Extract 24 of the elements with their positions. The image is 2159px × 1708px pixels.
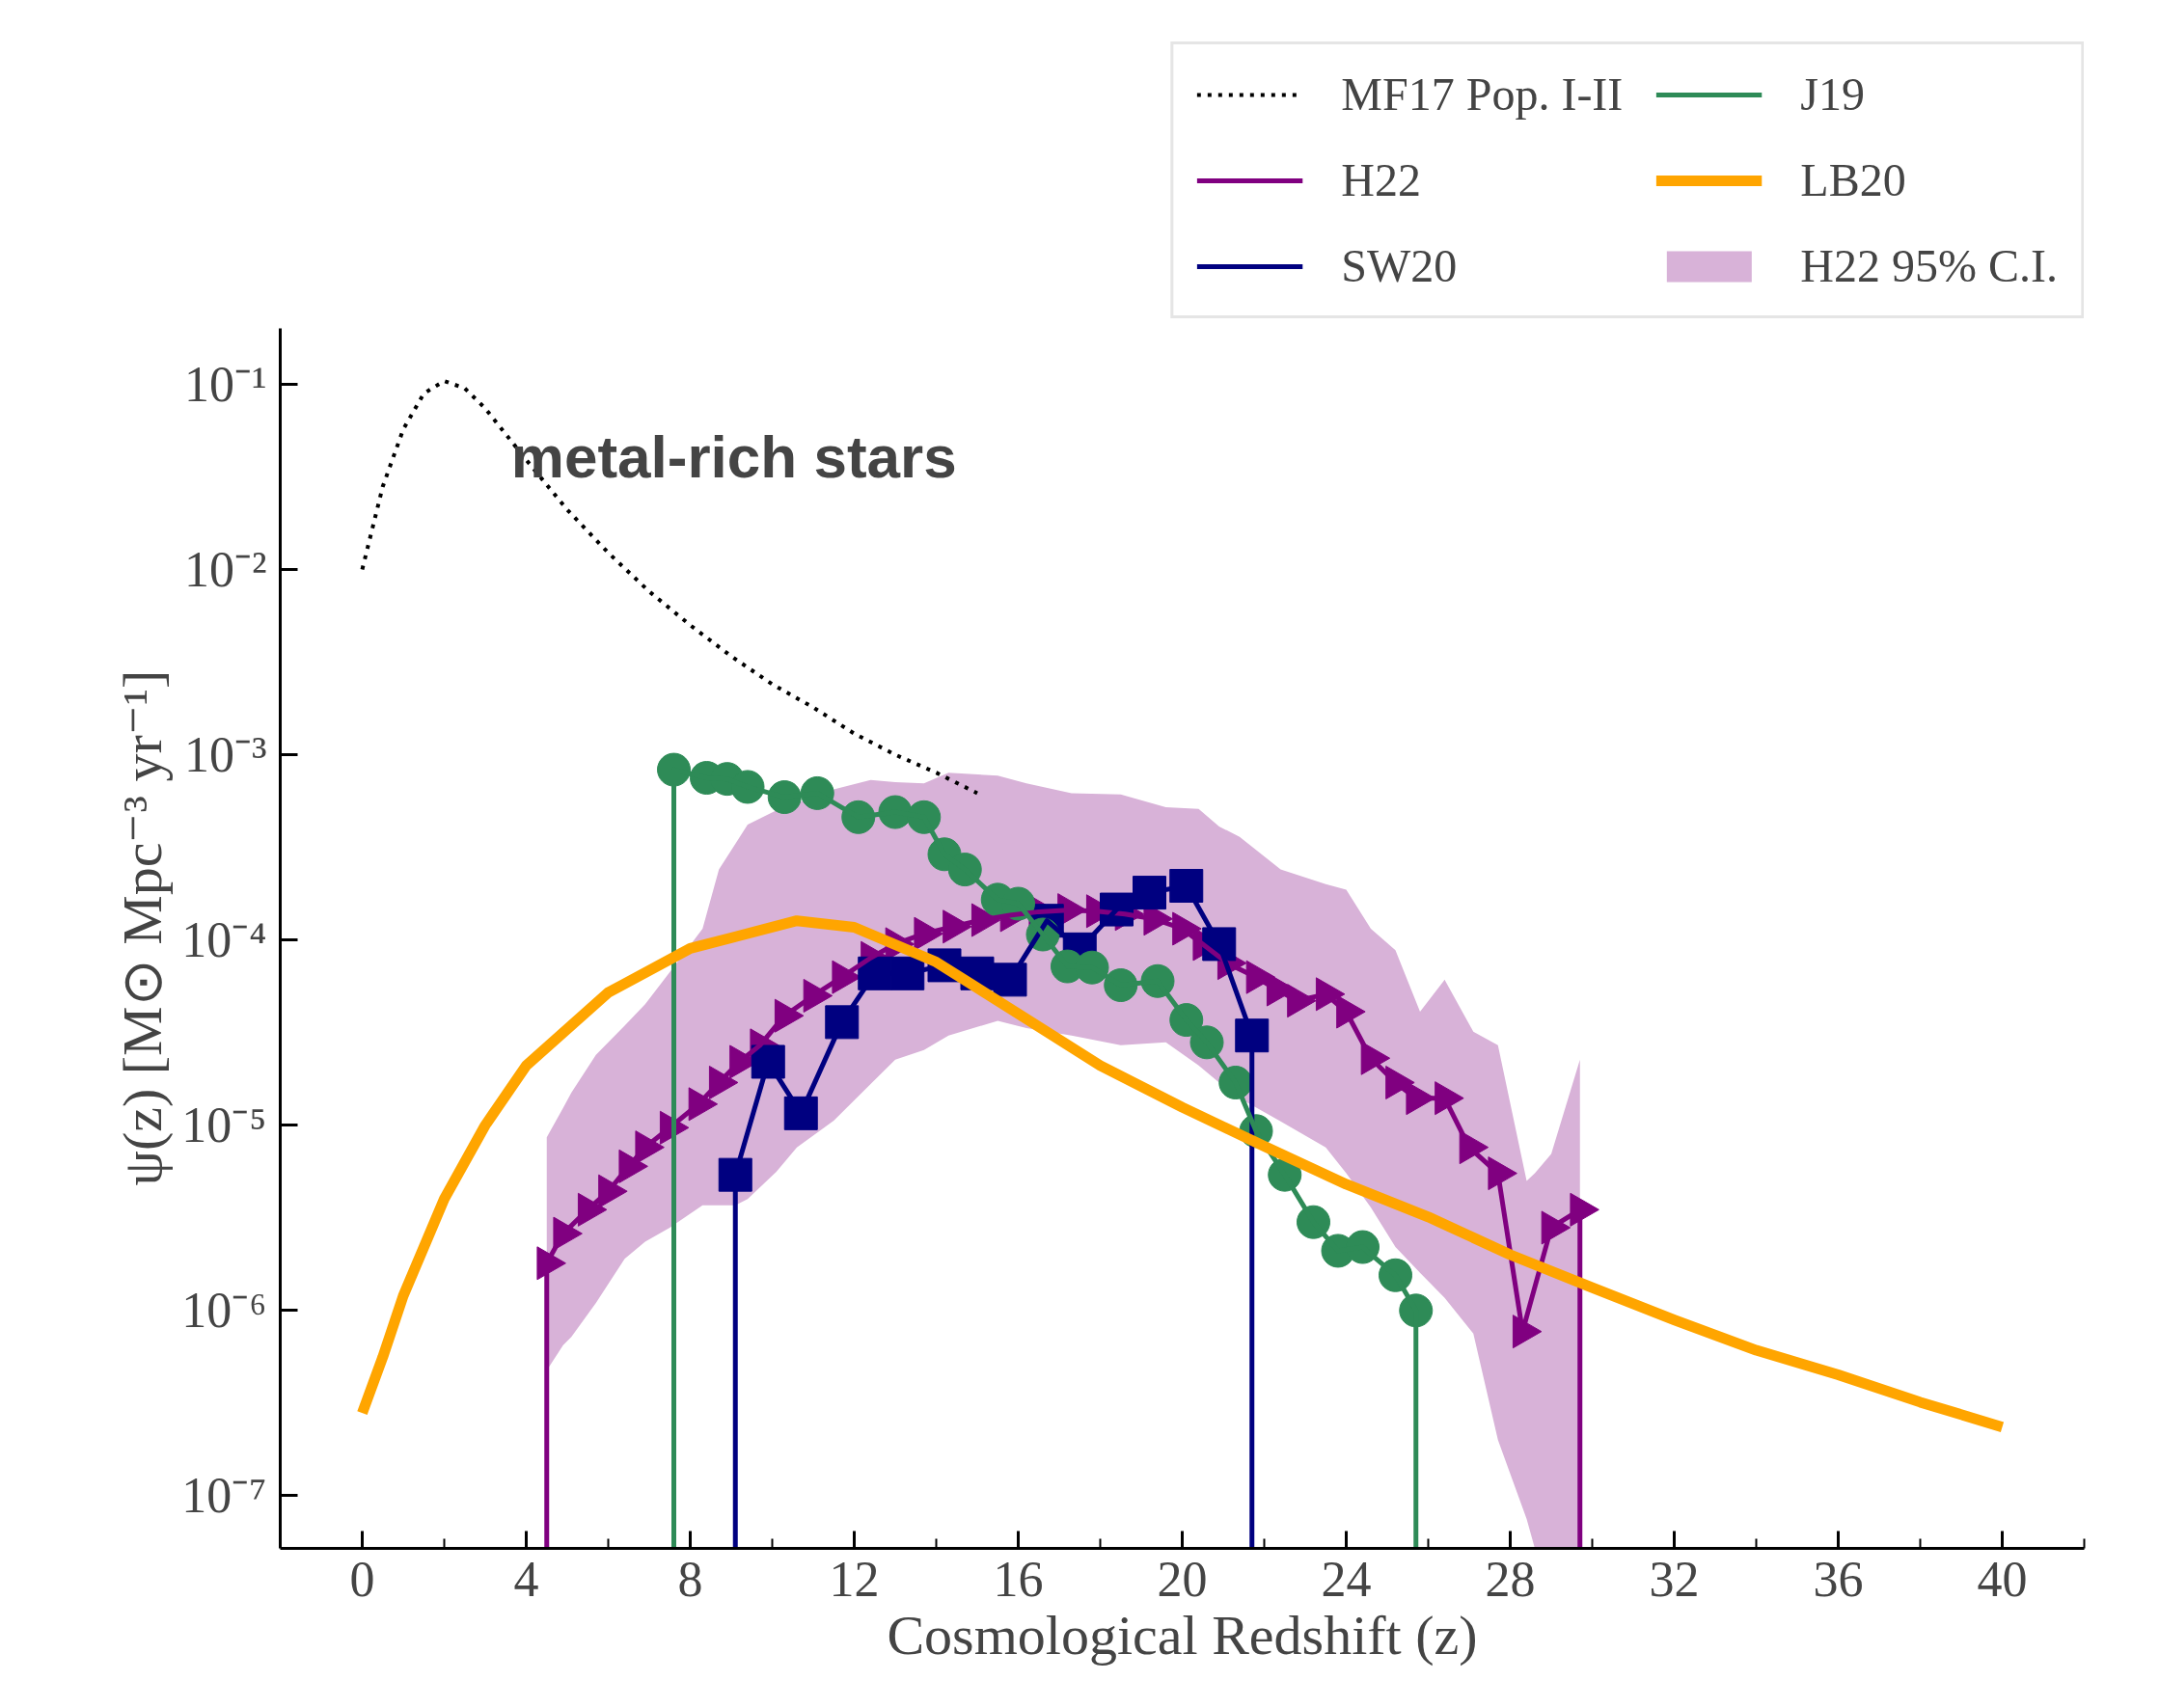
y-tick-label: 10⁻⁵ [181, 1098, 267, 1153]
x-tick-label: 36 [1813, 1551, 1864, 1607]
y-tick-label: 10⁻⁷ [181, 1468, 267, 1524]
legend-label: H22 [1341, 153, 1421, 206]
x-tick-label: 32 [1649, 1551, 1700, 1607]
annotation: metal-rich stars [510, 422, 957, 490]
x-tick-label: 0 [349, 1551, 375, 1607]
x-tick-label: 40 [1977, 1551, 2028, 1607]
x-tick-label: 4 [513, 1551, 539, 1607]
x-tick-label: 12 [829, 1551, 880, 1607]
line-series [360, 379, 979, 796]
y-axis-title: ψ(z) [M⊙ Mpc⁻³ yr⁻¹] [111, 669, 175, 1186]
x-tick-label: 8 [677, 1551, 703, 1607]
legend-label: SW20 [1341, 239, 1458, 292]
y-tick-label: 10⁻⁴ [181, 912, 267, 968]
x-tick-label: 28 [1485, 1551, 1536, 1607]
y-tick-label: 10⁻² [183, 541, 267, 597]
legend-label: H22 95% C.I. [1800, 239, 2058, 292]
legend-label: MF17 Pop. I-II [1341, 68, 1624, 121]
legend-label: LB20 [1800, 153, 1906, 206]
y-tick-label: 10⁻³ [183, 727, 267, 783]
y-tick-label: 10⁻¹ [183, 356, 267, 412]
y-tick-label: 10⁻⁶ [181, 1283, 267, 1339]
legend-label: J19 [1800, 68, 1866, 121]
